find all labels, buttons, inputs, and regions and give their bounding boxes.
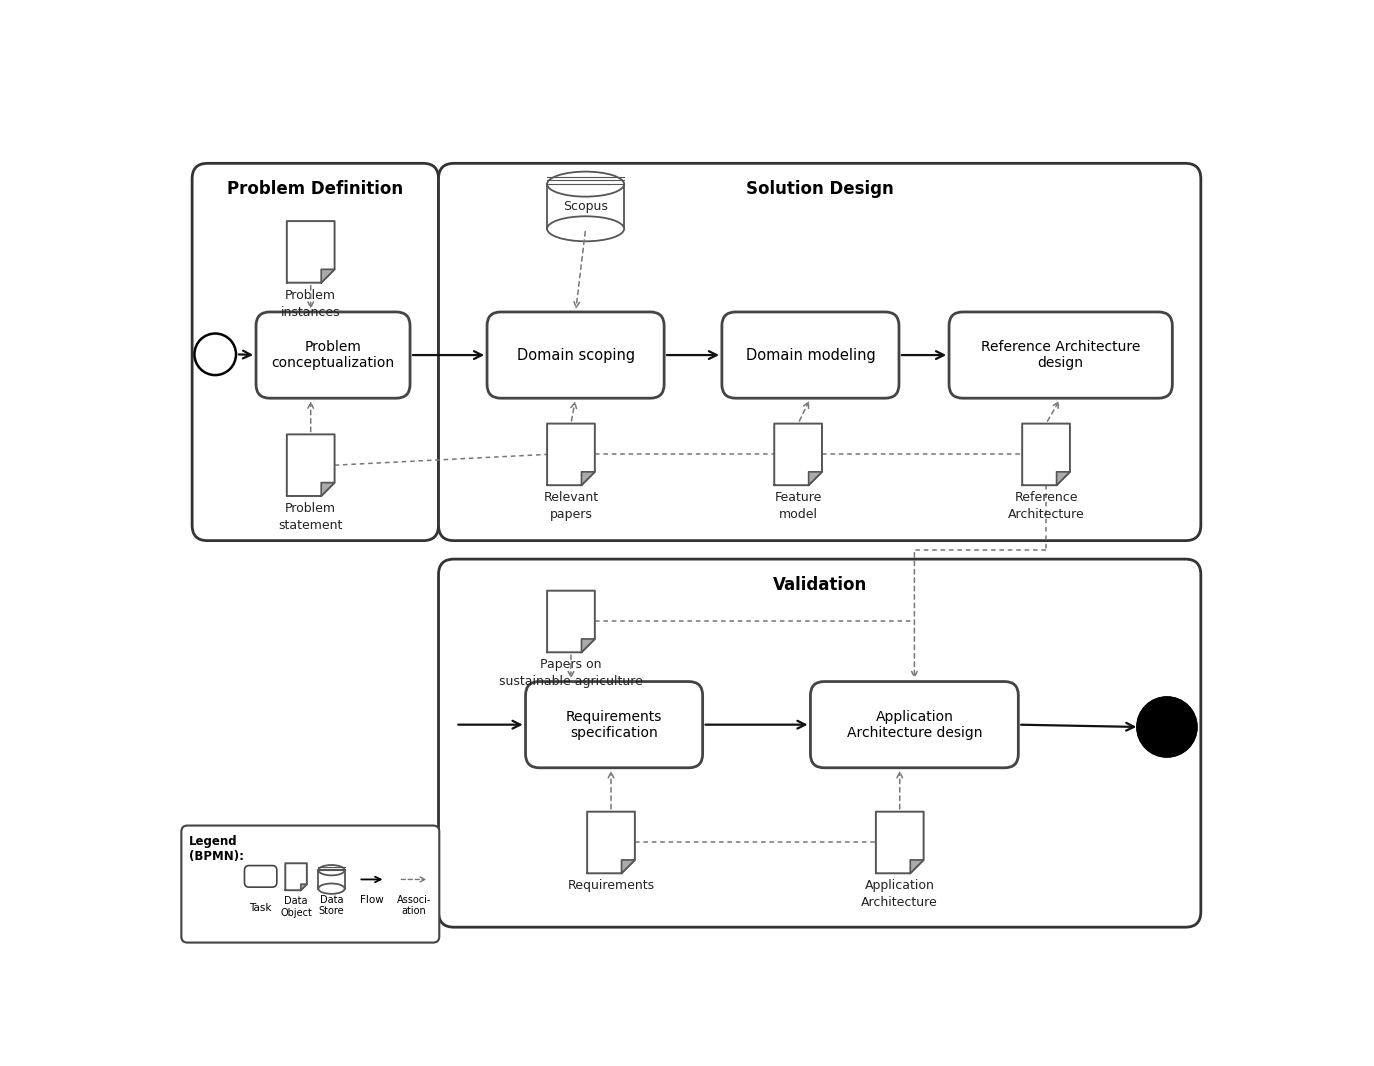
Polygon shape: [875, 811, 923, 873]
Text: Reference
Architecture: Reference Architecture: [1007, 491, 1084, 521]
Polygon shape: [809, 472, 822, 485]
Bar: [547, 184, 624, 229]
Text: Domain modeling: Domain modeling: [746, 348, 875, 362]
Polygon shape: [774, 423, 822, 485]
Text: Problem Definition: Problem Definition: [227, 180, 404, 198]
Text: Requirements
specification: Requirements specification: [566, 710, 662, 740]
Circle shape: [195, 334, 236, 375]
Text: Domain scoping: Domain scoping: [517, 348, 635, 362]
Text: Application
Architecture: Application Architecture: [861, 879, 938, 909]
Bar: [319, 870, 345, 889]
Polygon shape: [287, 434, 335, 496]
FancyBboxPatch shape: [525, 681, 702, 768]
Polygon shape: [287, 221, 335, 282]
Ellipse shape: [547, 216, 624, 241]
Text: Relevant
papers: Relevant papers: [543, 491, 599, 521]
Text: Feature
model: Feature model: [775, 491, 822, 521]
Text: Associ-
ation: Associ- ation: [397, 894, 431, 917]
Text: Flow: Flow: [360, 894, 383, 905]
Text: Problem
statement: Problem statement: [279, 502, 344, 532]
Polygon shape: [322, 270, 335, 282]
FancyBboxPatch shape: [811, 681, 1018, 768]
FancyBboxPatch shape: [486, 312, 664, 399]
FancyBboxPatch shape: [721, 312, 899, 399]
Text: Data
Store: Data Store: [319, 894, 345, 917]
Circle shape: [1139, 699, 1194, 755]
FancyBboxPatch shape: [949, 312, 1172, 399]
Polygon shape: [910, 860, 923, 873]
Polygon shape: [581, 472, 595, 485]
Ellipse shape: [319, 884, 345, 894]
Text: Data
Object: Data Object: [280, 897, 312, 918]
Polygon shape: [286, 863, 306, 890]
FancyBboxPatch shape: [181, 825, 440, 942]
Text: Requirements: Requirements: [567, 879, 654, 892]
Polygon shape: [547, 591, 595, 652]
Text: Legend
(BPMN):: Legend (BPMN):: [190, 835, 245, 862]
Polygon shape: [1057, 472, 1070, 485]
Polygon shape: [1022, 423, 1070, 485]
Polygon shape: [621, 860, 635, 873]
Text: Validation: Validation: [772, 576, 867, 594]
Text: Scopus: Scopus: [563, 200, 609, 213]
Text: Papers on
sustainable agriculture: Papers on sustainable agriculture: [499, 659, 643, 689]
FancyBboxPatch shape: [192, 163, 438, 540]
Polygon shape: [301, 884, 306, 890]
Text: Problem
conceptualization: Problem conceptualization: [272, 340, 394, 370]
Text: Solution Design: Solution Design: [746, 180, 893, 198]
Polygon shape: [547, 423, 595, 485]
Polygon shape: [322, 483, 335, 496]
Text: Task: Task: [250, 903, 272, 912]
FancyBboxPatch shape: [438, 560, 1201, 927]
FancyBboxPatch shape: [245, 866, 276, 887]
Polygon shape: [587, 811, 635, 873]
Text: Application
Architecture design: Application Architecture design: [846, 710, 982, 740]
Ellipse shape: [547, 172, 624, 196]
Polygon shape: [581, 639, 595, 652]
Ellipse shape: [319, 865, 345, 875]
FancyBboxPatch shape: [256, 312, 409, 399]
FancyBboxPatch shape: [438, 163, 1201, 540]
Text: Reference Architecture
design: Reference Architecture design: [981, 340, 1140, 370]
Text: Problem
instances: Problem instances: [280, 289, 341, 319]
